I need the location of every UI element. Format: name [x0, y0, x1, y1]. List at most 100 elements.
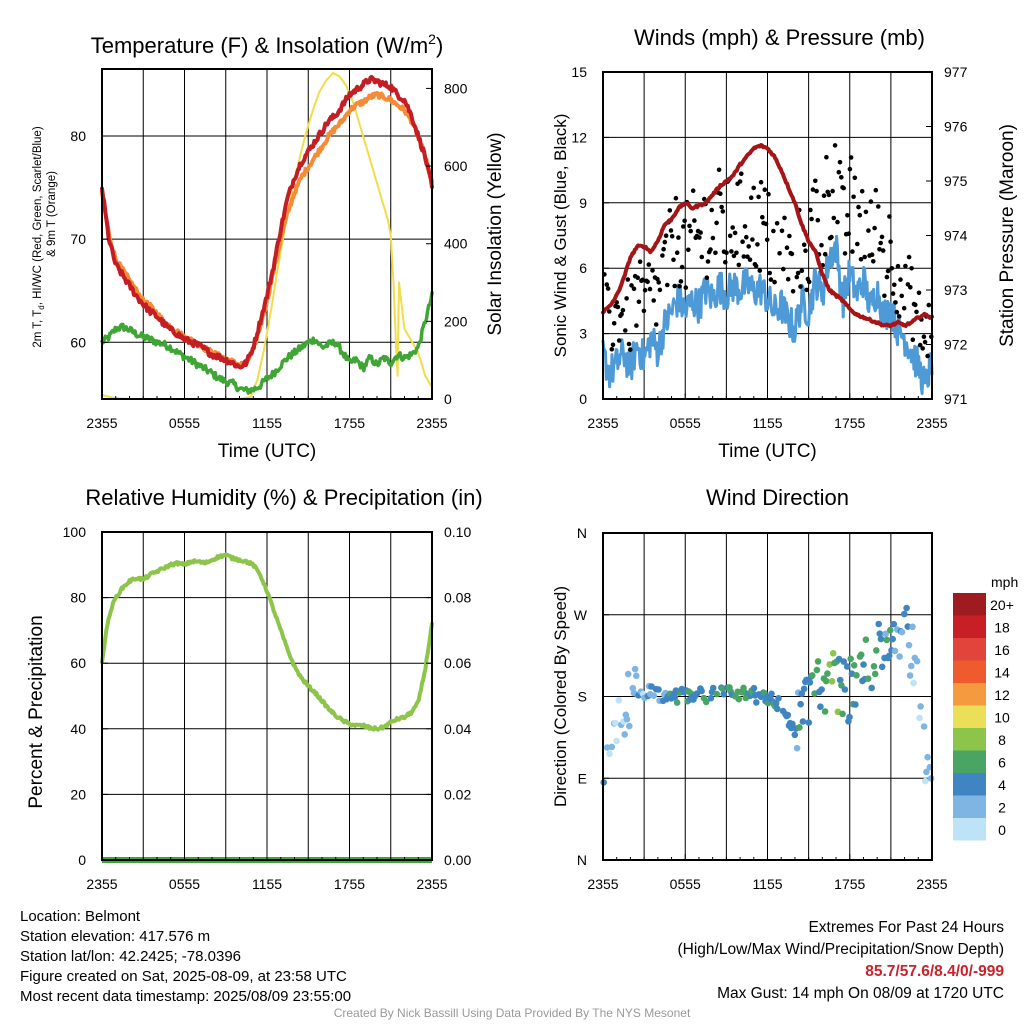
gust-point: [790, 289, 796, 294]
gust-point: [671, 257, 676, 263]
colorbar-swatch: [953, 705, 986, 728]
gust-point: [804, 287, 809, 293]
direction-point: [631, 665, 639, 673]
gust-point: [847, 166, 853, 172]
colorbar-label: 2: [998, 800, 1006, 816]
direction-point: [891, 647, 899, 655]
direction-point: [805, 719, 813, 726]
gust-point: [724, 250, 729, 256]
y-tick-label-left: 20: [70, 786, 86, 802]
gust-point: [645, 279, 650, 285]
gust-point: [889, 266, 895, 271]
y-axis-label-left: Direction (Colored By Speed): [551, 586, 570, 807]
gust-point: [830, 188, 835, 194]
y-axis-label-right: Solar Insolation (Yellow): [485, 132, 506, 335]
gust-point: [869, 252, 875, 257]
direction-point: [615, 697, 623, 704]
gust-point: [767, 270, 772, 276]
gust-point: [657, 287, 663, 293]
direction-point: [840, 658, 847, 665]
gust-point: [744, 234, 749, 240]
gust-point: [906, 254, 912, 260]
direction-point: [626, 722, 633, 730]
direction-point: [909, 623, 916, 631]
y-tick-label-right: 971: [944, 391, 968, 407]
direction-point: [612, 719, 619, 727]
direction-point: [873, 647, 880, 654]
gust-point: [920, 346, 925, 351]
gust-point: [762, 187, 768, 192]
gust-point: [925, 353, 930, 359]
y-tick-label-left: 70: [70, 231, 86, 247]
direction-point: [702, 698, 710, 706]
x-tick-label: 0555: [169, 876, 200, 892]
gust-point: [723, 259, 728, 265]
x-tick-label: 2355: [416, 415, 447, 431]
y-tick-label-left: 15: [571, 64, 587, 80]
gust-point: [795, 270, 801, 276]
gust-point: [647, 286, 653, 292]
extremes-values: 85.7/57.6/8.4/0/-999: [865, 963, 1004, 980]
x-tick-label: 1755: [834, 415, 865, 431]
x-tick-label: 1755: [834, 876, 865, 892]
x-tick-label: 2355: [916, 415, 947, 431]
gust-point: [824, 154, 829, 160]
direction-point: [797, 700, 804, 708]
title-end: ): [436, 33, 443, 58]
colorbar-swatch: [953, 750, 986, 773]
gust-point: [651, 298, 656, 303]
direction-point: [673, 699, 681, 706]
y-tick-label-left: 80: [70, 128, 86, 144]
gust-point: [859, 188, 865, 194]
y-tick-label-right: 974: [944, 228, 968, 244]
colorbar-label: 14: [994, 665, 1010, 681]
gust-point: [801, 242, 807, 248]
gust-point: [768, 277, 774, 282]
gust-point: [747, 257, 753, 263]
gust-point: [720, 209, 726, 214]
gust-point: [746, 244, 751, 249]
gust-point: [913, 302, 918, 308]
gust-point: [705, 259, 711, 264]
x-tick-label: 2355: [416, 876, 447, 892]
gust-point: [713, 250, 718, 256]
gust-point: [673, 195, 679, 201]
gust-point: [626, 341, 632, 347]
direction-point: [920, 723, 928, 730]
gust-point: [731, 253, 737, 259]
gust-point: [640, 277, 645, 283]
dewpoint-line: [100, 290, 434, 395]
x-tick-label: 0555: [670, 415, 701, 431]
gust-point: [674, 250, 680, 255]
direction-point: [885, 652, 893, 660]
gust-point: [917, 342, 923, 348]
direction-point: [735, 695, 743, 703]
gust-point: [755, 242, 760, 247]
panel-humidity: 2355 0555 1155 1755 23550204060801000.000.02…: [26, 485, 483, 892]
relative-humidity-line: [100, 552, 434, 732]
y-tick-label-right: 976: [944, 119, 968, 135]
gust-point: [857, 212, 863, 218]
gust-point: [718, 191, 723, 196]
y-tick-label-right: 200: [444, 313, 468, 329]
gust-point: [760, 214, 765, 220]
x-tick-label: 1755: [334, 415, 365, 431]
direction-point: [922, 777, 929, 785]
speed-colorbar: mph 20+ 18 16 14 12 10 8 6 4 2 0: [953, 574, 1018, 841]
gust-point: [794, 274, 800, 280]
gust-point: [736, 262, 742, 268]
extremes-info: Extremes For Past 24 Hours (High/Low/Max…: [678, 917, 1005, 1005]
direction-point: [772, 700, 780, 707]
gust-point: [880, 248, 886, 253]
x-tick-label: 2355: [86, 415, 117, 431]
gust-point: [771, 228, 776, 234]
direction-point: [800, 685, 808, 693]
y-tick-label-left: 80: [70, 590, 86, 606]
gust-point: [893, 300, 898, 305]
gust-point: [611, 321, 617, 326]
gust-point: [692, 218, 697, 223]
direction-point: [846, 713, 853, 721]
gust-point: [884, 274, 890, 280]
